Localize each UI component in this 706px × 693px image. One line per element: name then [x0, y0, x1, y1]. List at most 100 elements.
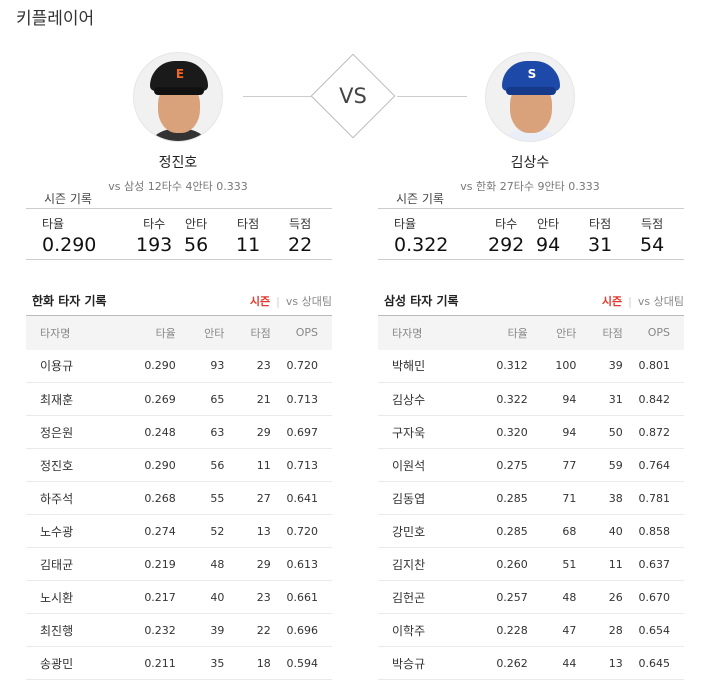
batter-name[interactable]: 이학주	[378, 613, 473, 647]
team-logo-icon: S	[527, 67, 537, 81]
batter-name[interactable]: 노수광	[26, 514, 121, 548]
batter-name[interactable]: 정진호	[26, 448, 121, 482]
batter-name[interactable]: 김태균	[26, 547, 121, 581]
stat-value: 193	[136, 234, 173, 256]
stat-cell: 94	[527, 382, 577, 416]
stat-cell: 0.872	[622, 415, 684, 449]
batter-name[interactable]: 최진행	[26, 613, 121, 647]
season-title: 시즌 기록	[44, 192, 92, 206]
table-row[interactable]: 강민호 0.285 68 40 0.858	[378, 514, 684, 548]
table-row[interactable]: 김헌곤 0.257 48 26 0.670	[378, 580, 684, 614]
batter-name[interactable]: 박해민	[378, 349, 473, 383]
stat-cell: 0.275	[472, 448, 528, 482]
stat-cell: 94	[527, 415, 577, 449]
table-row[interactable]: 김동엽 0.285 71 38 0.781	[378, 481, 684, 515]
stat-cell: 0.696	[270, 613, 332, 647]
table-row[interactable]: 노시환 0.217 40 23 0.661	[26, 580, 332, 614]
season-record-right: 시즌 기록 타율 0.322 타수 292 안타 94 타점 31 득점 54	[378, 190, 684, 260]
stat-cell: 29	[224, 415, 271, 449]
table-row[interactable]: 이학주 0.228 47 28 0.654	[378, 613, 684, 647]
player-right[interactable]: S 김상수 vs 한화 27타수 9안타 0.333	[430, 48, 630, 194]
batter-name[interactable]: 이원석	[378, 448, 473, 482]
batter-name[interactable]: 최재훈	[26, 382, 121, 416]
batter-name[interactable]: 송광민	[26, 646, 121, 680]
stat-cell: 0.720	[270, 514, 332, 548]
table-row[interactable]: 구자욱 0.320 94 50 0.872	[378, 415, 684, 449]
stat-cell: 0.232	[120, 613, 176, 647]
stat-label: 타수	[495, 217, 518, 231]
table-row[interactable]: 김태균 0.219 48 29 0.613	[26, 547, 332, 581]
stat-cell: 0.228	[472, 613, 528, 647]
batter-name[interactable]: 노시환	[26, 580, 121, 614]
table-row[interactable]: 최재훈 0.269 65 21 0.713	[26, 382, 332, 416]
batter-name[interactable]: 박승규	[378, 646, 473, 680]
stat-cell: 39	[576, 349, 623, 383]
toggle-vs-opponent[interactable]: vs 상대팀	[637, 295, 684, 308]
batter-name[interactable]: 김동엽	[378, 481, 473, 515]
batter-name[interactable]: 하주석	[26, 481, 121, 515]
table-row[interactable]: 정진호 0.290 56 11 0.713	[26, 448, 332, 482]
batter-name[interactable]: 정은원	[26, 415, 121, 449]
stat-cell: 0.269	[120, 382, 176, 416]
column-header: 타율	[472, 315, 528, 350]
toggle-vs-opponent[interactable]: vs 상대팀	[285, 295, 332, 308]
stat-value: 54	[640, 234, 665, 256]
player-left[interactable]: E 정진호 vs 삼성 12타수 4안타 0.333	[78, 48, 278, 194]
table-row[interactable]: 최진행 0.232 39 22 0.696	[26, 613, 332, 647]
page-title: 키플레이어	[16, 9, 95, 29]
table-row[interactable]: 박승규 0.262 44 13 0.645	[378, 646, 684, 680]
season-stat: 타율 0.290	[42, 215, 96, 256]
stat-value: 0.290	[42, 234, 97, 256]
batter-name[interactable]: 김상수	[378, 382, 473, 416]
batter-name[interactable]: 구자욱	[378, 415, 473, 449]
record-toggle: 시즌 | vs 상대팀	[601, 295, 684, 308]
stat-cell: 35	[175, 646, 225, 680]
stat-cell: 100	[527, 349, 577, 383]
stat-cell: 0.322	[472, 382, 528, 416]
table-row[interactable]: 이용규 0.290 93 23 0.720	[26, 349, 332, 383]
column-header: OPS	[270, 315, 332, 350]
stat-cell: 23	[224, 349, 271, 383]
stat-label: 타율	[394, 217, 417, 231]
stat-cell: 56	[175, 448, 225, 482]
toggle-season[interactable]: 시즌	[249, 295, 271, 308]
table-row[interactable]: 정은원 0.248 63 29 0.697	[26, 415, 332, 449]
stat-cell: 48	[175, 547, 225, 581]
stat-cell: 23	[224, 580, 271, 614]
table-row[interactable]: 박해민 0.312 100 39 0.801	[378, 349, 684, 383]
table-row[interactable]: 노수광 0.274 52 13 0.720	[26, 514, 332, 548]
batter-name[interactable]: 김지찬	[378, 547, 473, 581]
stat-cell: 0.713	[270, 448, 332, 482]
stat-cell: 0.594	[270, 646, 332, 680]
table-row[interactable]: 김지찬 0.260 51 11 0.637	[378, 547, 684, 581]
table-row[interactable]: 이원석 0.275 77 59 0.764	[378, 448, 684, 482]
stat-label: 타점	[237, 217, 260, 231]
stat-cell: 63	[175, 415, 225, 449]
season-stats: 타율 0.290 타수 193 안타 56 타점 11 득점 22	[26, 208, 332, 260]
vs-emblem: VS	[243, 53, 467, 139]
batter-name[interactable]: 이용규	[26, 349, 121, 383]
stat-cell: 39	[175, 613, 225, 647]
stat-cell: 0.257	[472, 580, 528, 614]
stat-cell: 0.637	[622, 547, 684, 581]
column-header: 타자명	[378, 315, 473, 350]
stat-cell: 55	[175, 481, 225, 515]
stat-cell: 0.211	[120, 646, 176, 680]
column-header: 타율	[120, 315, 176, 350]
stat-cell: 0.697	[270, 415, 332, 449]
table-row[interactable]: 송광민 0.211 35 18 0.594	[26, 646, 332, 680]
column-header: 타자명	[26, 315, 121, 350]
player-name: 김상수	[510, 155, 550, 171]
player-vs-record: vs 한화 27타수 9안타 0.333	[460, 180, 600, 193]
batter-name[interactable]: 강민호	[378, 514, 473, 548]
stat-cell: 0.842	[622, 382, 684, 416]
toggle-season[interactable]: 시즌	[601, 295, 623, 308]
batter-name[interactable]: 김헌곤	[378, 580, 473, 614]
table-header-row: 타자명 타율 안타 타점 OPS	[378, 315, 684, 350]
table-row[interactable]: 김상수 0.322 94 31 0.842	[378, 382, 684, 416]
season-record-left: 시즌 기록 타율 0.290 타수 193 안타 56 타점 11 득점 22	[26, 190, 332, 260]
stat-value: 11	[236, 234, 261, 256]
stat-cell: 65	[175, 382, 225, 416]
table-row[interactable]: 하주석 0.268 55 27 0.641	[26, 481, 332, 515]
stat-cell: 0.613	[270, 547, 332, 581]
